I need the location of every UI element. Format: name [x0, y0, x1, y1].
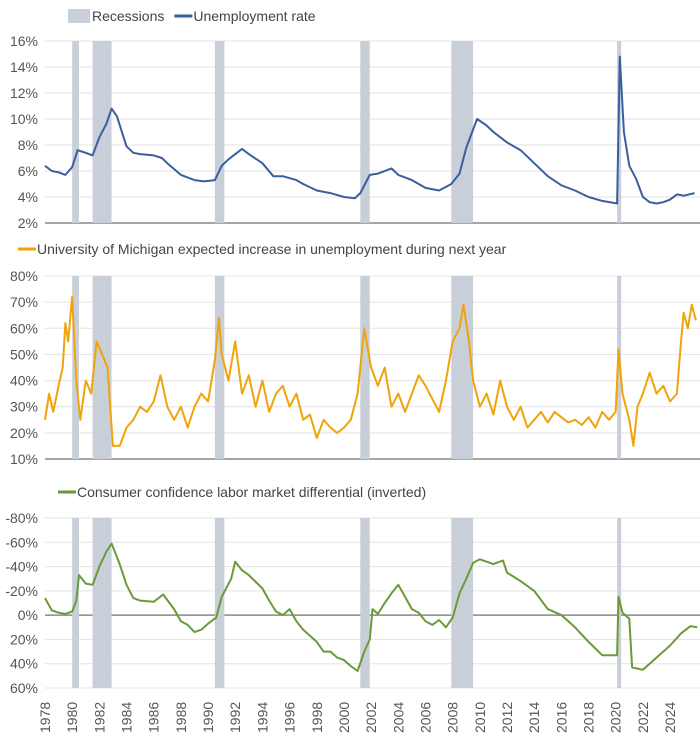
recession-band — [451, 41, 474, 223]
y-tick-label: -60% — [5, 534, 38, 550]
recession-band — [72, 41, 79, 223]
x-tick-label: 1982 — [91, 702, 107, 733]
legend-label: Unemployment rate — [193, 8, 315, 24]
x-tick-label: 1980 — [64, 702, 80, 733]
recession-band — [360, 41, 370, 223]
x-tick-label: 2016 — [553, 702, 569, 733]
x-tick-label: 2018 — [581, 702, 597, 733]
y-tick-label: 6% — [18, 163, 38, 179]
legend-label: University of Michigan expected increase… — [37, 241, 507, 257]
x-tick-label: 1996 — [282, 702, 298, 733]
x-tick-label: 2002 — [363, 702, 379, 733]
y-tick-label: 4% — [18, 189, 38, 205]
x-tick-label: 2012 — [499, 702, 515, 733]
legend-label: Consumer confidence labor market differe… — [77, 484, 426, 500]
y-tick-label: 50% — [10, 346, 38, 362]
x-tick-label: 2024 — [662, 702, 678, 733]
series-line — [44, 295, 697, 447]
y-tick-label: 40% — [10, 656, 38, 672]
x-tick-label: 1978 — [37, 702, 53, 733]
x-tick-label: 2008 — [445, 702, 461, 733]
recession-band — [92, 276, 112, 459]
x-tick-label: 1992 — [227, 702, 243, 733]
y-tick-label: -20% — [5, 583, 38, 599]
x-tick-label: 1988 — [173, 702, 189, 733]
y-tick-label: 80% — [10, 268, 38, 284]
y-tick-label: 8% — [18, 137, 38, 153]
y-tick-label: 20% — [10, 425, 38, 441]
y-tick-label: 14% — [10, 59, 38, 75]
legend-label: Recessions — [92, 8, 164, 24]
x-tick-label: 2014 — [526, 702, 542, 733]
x-tick-label: 2006 — [417, 702, 433, 733]
y-tick-label: 10% — [10, 111, 38, 127]
series-line — [44, 542, 698, 672]
x-tick-label: 1990 — [200, 702, 216, 733]
recession-band — [360, 518, 370, 688]
recession-band — [92, 518, 112, 688]
recession-band — [451, 518, 474, 688]
panel-3: -80% -60% -40% -20% 0% 20% 40% 60% Consumer conf… — [5, 484, 700, 696]
x-tick-label: 2000 — [336, 702, 352, 733]
y-tick-label: 12% — [10, 85, 38, 101]
y-tick-label: 0% — [18, 607, 38, 623]
y-tick-label: 70% — [10, 294, 38, 310]
series-line — [44, 55, 695, 205]
x-tick-label: 1986 — [146, 702, 162, 733]
y-tick-label: 30% — [10, 399, 38, 415]
x-tick-label: 2010 — [472, 702, 488, 733]
y-tick-label: 60% — [10, 320, 38, 336]
x-tick-label: 1984 — [119, 702, 135, 733]
x-tick-label: 2022 — [635, 702, 651, 733]
x-tick-label: 1998 — [309, 702, 325, 733]
panel-2: 80% 70% 60% 50% 40% 30% 20% 10% University of Mi… — [10, 241, 700, 467]
x-tick-label: 2004 — [390, 702, 406, 733]
y-tick-label: 10% — [10, 451, 38, 467]
recession-band — [214, 276, 225, 459]
x-tick-label: 2020 — [608, 702, 624, 733]
y-tick-label: -40% — [5, 559, 38, 575]
y-tick-label: 60% — [10, 680, 38, 696]
panel-1: 16% 14% 12% 10% 8% 6% 4% 2% Recessions Unemployme… — [10, 8, 700, 231]
recession-band — [617, 276, 622, 459]
y-tick-label: 2% — [18, 215, 38, 231]
recession-band — [214, 41, 225, 223]
recession-band — [451, 276, 474, 459]
y-tick-label: 16% — [10, 33, 38, 49]
y-tick-label: 40% — [10, 373, 38, 389]
y-tick-label: 20% — [10, 631, 38, 647]
legend-swatch-recessions — [68, 9, 90, 23]
x-tick-label: 1994 — [254, 702, 270, 733]
y-tick-label: -80% — [5, 510, 38, 526]
recession-band — [360, 276, 370, 459]
